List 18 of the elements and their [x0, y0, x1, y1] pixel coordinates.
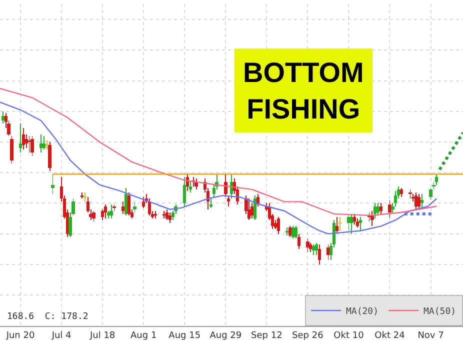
chart-title: BOTTOM FISHING: [243, 57, 364, 124]
x-tick-label: Jul 18: [88, 330, 116, 341]
candlestick: [209, 198, 213, 208]
x-tick-label: Nov 7: [418, 330, 444, 341]
candlestick: [18, 124, 22, 153]
x-tick-label: Sep 26: [292, 330, 324, 341]
legend-label: MA(20): [346, 307, 379, 318]
x-tick-label: Aug 15: [168, 330, 201, 341]
x-tick-label: Okt 24: [374, 330, 406, 341]
x-tick-label: Jun 20: [5, 330, 35, 341]
x-tick-label: Aug 1: [130, 330, 157, 341]
x-tick-label: Jul 4: [50, 330, 72, 341]
candlestick: [286, 228, 289, 236]
legend-label: MA(50): [424, 307, 456, 318]
x-tick-label: Aug 29: [210, 330, 242, 341]
x-tick-label: Sep 12: [251, 330, 282, 341]
text: 168.6 C: 178.2: [7, 312, 88, 322]
x-tick-label: Okt 10: [334, 330, 364, 341]
